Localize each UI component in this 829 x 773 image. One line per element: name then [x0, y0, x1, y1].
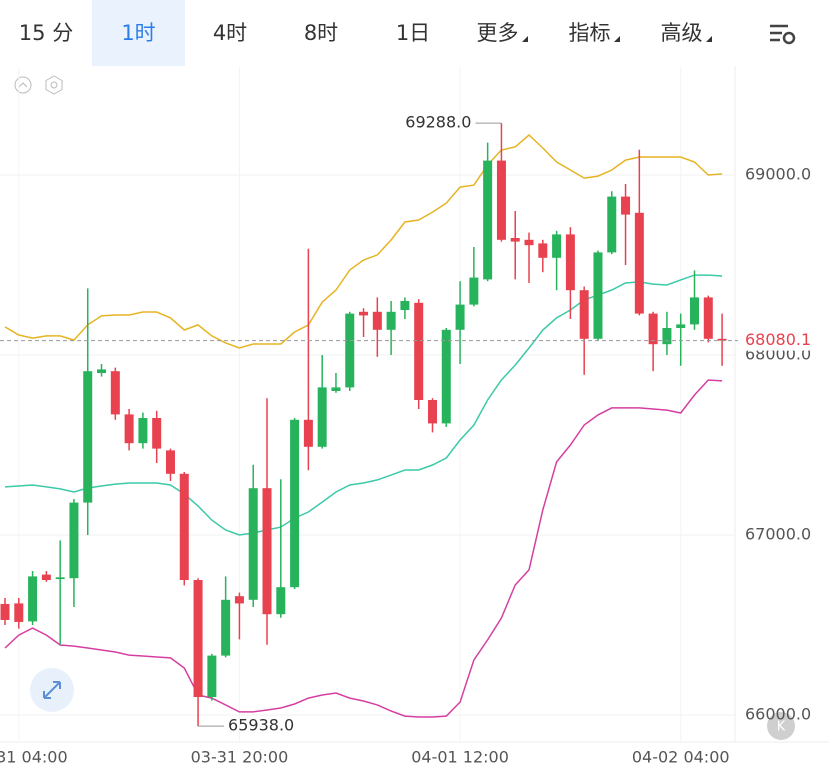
- x-tick-label: 03-31 04:00: [0, 748, 68, 767]
- candle-body: [28, 576, 38, 622]
- candle-body: [165, 450, 175, 474]
- band-line: [4, 274, 723, 536]
- collapse-chevron: [18, 82, 28, 88]
- candle-body: [83, 371, 93, 503]
- x-tick-label: 04-01 12:00: [411, 748, 509, 767]
- candle-body: [400, 301, 410, 310]
- candle-body: [248, 488, 258, 600]
- candle-body: [317, 387, 327, 447]
- tab[interactable]: 4时: [212, 21, 248, 45]
- candle-body: [221, 599, 231, 656]
- candle-body: [414, 302, 424, 400]
- candle-body: [621, 196, 631, 215]
- tab[interactable]: 高级: [644, 0, 728, 66]
- candle-body: [55, 577, 65, 580]
- y-tick-label: 69000.0: [745, 165, 811, 184]
- candle-body: [648, 313, 658, 345]
- tab-label: 高级: [660, 21, 703, 45]
- candle-body: [717, 338, 727, 341]
- candle-body: [703, 297, 713, 339]
- x-tick-label: 03-31 20:00: [191, 748, 289, 767]
- candle-body: [524, 239, 534, 246]
- candle-body: [276, 587, 286, 615]
- candle-body: [97, 369, 107, 373]
- tab[interactable]: 8时: [303, 21, 339, 45]
- tab[interactable]: 1时: [92, 0, 185, 66]
- last-price-label: 68080.1: [745, 330, 811, 349]
- candle-body: [69, 502, 79, 579]
- candle-body: [124, 414, 134, 444]
- candle-body: [455, 304, 465, 330]
- candle-body: [441, 329, 451, 424]
- tab[interactable]: 更多: [460, 0, 544, 66]
- candle-body: [579, 290, 589, 339]
- candle-body: [593, 252, 603, 339]
- candle-body: [634, 212, 644, 314]
- plot-area: [0, 67, 735, 742]
- candle-body: [676, 324, 686, 328]
- extreme-label: 65938.0: [228, 716, 294, 735]
- candle-body: [41, 574, 51, 580]
- candle-body: [552, 234, 562, 258]
- candle-body: [207, 655, 217, 697]
- tab-label: 更多: [476, 21, 519, 45]
- candle-body: [538, 243, 548, 258]
- candle-body: [565, 234, 575, 291]
- candle-body: [0, 603, 10, 620]
- tab[interactable]: 指标: [552, 0, 636, 66]
- dropdown-arrow: [705, 36, 712, 42]
- settings-hex-icon[interactable]: [45, 75, 63, 95]
- candle-body: [345, 313, 355, 388]
- candle-body: [496, 160, 506, 240]
- candle-body: [386, 311, 396, 330]
- candle-body: [179, 473, 189, 580]
- candle-body: [607, 196, 617, 253]
- candle-body: [372, 311, 382, 330]
- k-badge[interactable]: [767, 712, 795, 740]
- candle-body: [359, 311, 369, 316]
- tab-label: 指标: [568, 21, 611, 45]
- candle-body: [690, 297, 699, 325]
- tab[interactable]: 1日: [395, 21, 431, 45]
- candle-body: [483, 160, 493, 280]
- candle-body: [469, 277, 479, 305]
- candle-body: [14, 603, 24, 622]
- band-line: [4, 133, 723, 349]
- candle-body: [193, 580, 203, 697]
- dropdown-arrow: [521, 36, 528, 42]
- extreme-label: 69288.0: [405, 113, 471, 132]
- candle-body: [427, 400, 437, 424]
- settings-hex-dot: [50, 81, 58, 89]
- candle-body: [138, 418, 148, 444]
- y-tick-label: 66000.0: [745, 705, 811, 724]
- candle-body: [510, 238, 520, 242]
- k-badge-label: K: [777, 720, 786, 735]
- last-price-bg: [739, 330, 829, 351]
- tab-bar: 15 分 1时 4时 8时 1日 更多 指标 高级: [0, 0, 829, 66]
- candle-body: [331, 387, 341, 391]
- candle-body: [234, 596, 244, 604]
- settings-icon[interactable]: [768, 20, 798, 50]
- candle-body: [110, 371, 120, 415]
- candle-body: [290, 419, 300, 588]
- expand-icon: [43, 681, 61, 699]
- y-tick-label: 67000.0: [745, 525, 811, 544]
- collapse-icon[interactable]: [14, 76, 32, 94]
- candle-body: [662, 328, 672, 345]
- dropdown-arrow: [613, 36, 620, 42]
- candle-body: [303, 419, 313, 447]
- tab[interactable]: 15 分: [18, 21, 74, 45]
- candle-body: [262, 488, 272, 615]
- x-tick-label: 04-02 04:00: [632, 748, 730, 767]
- candle-body: [152, 418, 162, 449]
- band-line: [4, 379, 723, 718]
